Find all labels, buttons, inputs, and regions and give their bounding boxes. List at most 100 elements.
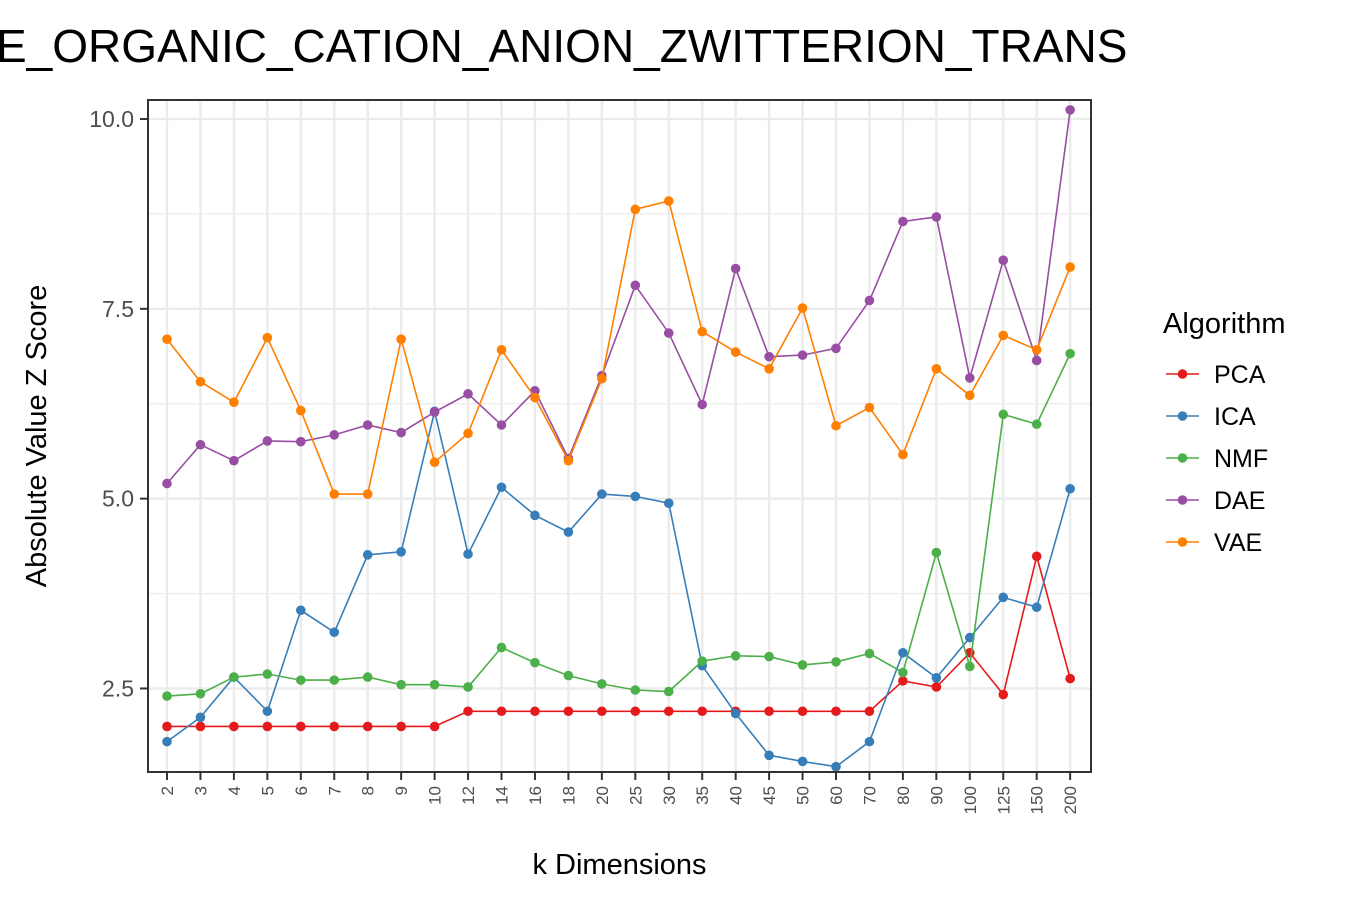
x-tick-label: 45 <box>760 786 779 805</box>
data-point <box>195 376 206 387</box>
data-point <box>530 510 540 521</box>
data-point <box>697 706 707 717</box>
data-point <box>463 706 473 717</box>
data-point <box>162 334 172 344</box>
data-point <box>329 721 340 732</box>
data-point <box>296 436 306 447</box>
data-point <box>864 295 875 306</box>
data-point <box>831 420 841 431</box>
data-point <box>229 455 239 466</box>
data-point <box>864 648 875 659</box>
series-ica <box>162 406 1075 772</box>
data-point <box>496 706 507 717</box>
data-point <box>262 706 273 717</box>
data-point <box>329 430 340 440</box>
legend-title: Algorithm <box>1163 308 1286 340</box>
data-point <box>864 402 875 413</box>
data-point <box>965 390 975 401</box>
data-point <box>463 549 473 559</box>
data-point <box>797 756 808 767</box>
data-point <box>931 682 942 692</box>
x-tick-label: 8 <box>359 786 378 795</box>
data-point <box>229 672 239 682</box>
legend-item-nmf: NMF <box>1166 445 1268 473</box>
data-point <box>663 328 674 338</box>
data-point <box>396 427 406 438</box>
data-point <box>329 627 340 638</box>
legend-label: VAE <box>1214 529 1262 557</box>
x-tick-label: 50 <box>794 786 813 805</box>
series-line <box>166 109 1071 485</box>
data-point <box>362 550 373 560</box>
data-point <box>931 364 942 374</box>
x-tick-label: 25 <box>626 786 645 805</box>
data-point <box>296 605 306 616</box>
data-point <box>296 721 306 732</box>
data-point <box>396 546 406 557</box>
data-point <box>262 669 273 679</box>
data-point <box>162 691 172 701</box>
x-tick-label: 60 <box>827 786 846 805</box>
data-point <box>663 706 674 717</box>
data-point <box>663 196 674 206</box>
legend-key-point <box>1177 369 1188 379</box>
data-point <box>630 204 641 215</box>
series-layer <box>162 105 1075 772</box>
x-tick-label: 7 <box>325 786 344 795</box>
data-point <box>162 478 172 489</box>
x-tick-label: 30 <box>660 786 679 805</box>
data-point <box>530 706 540 717</box>
series-nmf <box>162 348 1075 701</box>
data-point <box>630 491 641 502</box>
legend-item-vae: VAE <box>1166 529 1262 557</box>
data-point <box>898 676 908 686</box>
data-point <box>898 216 908 227</box>
x-tick-label: 12 <box>459 786 478 805</box>
series-dae <box>162 105 1075 489</box>
x-tick-label: 200 <box>1061 786 1080 814</box>
data-point <box>563 527 574 537</box>
data-point <box>597 489 607 499</box>
data-point <box>597 679 607 689</box>
data-point <box>764 706 774 717</box>
x-axis-title: k Dimensions <box>532 849 706 881</box>
x-tick-label: 100 <box>961 786 980 814</box>
x-tick-label: 3 <box>191 786 210 795</box>
data-point <box>463 682 473 692</box>
data-point <box>597 706 607 717</box>
data-point <box>630 706 641 717</box>
x-tick-label: 5 <box>258 786 277 795</box>
grid-lines <box>148 100 1091 772</box>
x-tick-label: 4 <box>225 786 244 795</box>
data-point <box>463 389 473 399</box>
series-line <box>166 353 1071 697</box>
x-tick-label: 16 <box>526 786 545 805</box>
data-point <box>898 667 908 678</box>
data-point <box>898 449 908 460</box>
data-point <box>998 592 1009 603</box>
legend-item-ica: ICA <box>1166 403 1256 431</box>
data-point <box>630 685 641 695</box>
x-tick-label: 80 <box>894 786 913 805</box>
data-point <box>998 330 1009 341</box>
data-point <box>931 212 942 222</box>
data-point <box>998 689 1009 700</box>
x-tick-label: 14 <box>493 786 512 805</box>
data-point <box>1031 602 1042 613</box>
data-point <box>496 482 507 493</box>
legend-label: PCA <box>1214 361 1266 389</box>
data-point <box>597 373 607 384</box>
data-point <box>931 547 942 558</box>
data-point <box>195 439 206 450</box>
x-tick-label: 40 <box>727 786 746 805</box>
legend-item-dae: DAE <box>1166 487 1265 515</box>
legend-label: DAE <box>1214 487 1265 515</box>
data-point <box>530 392 540 403</box>
data-point <box>730 263 741 274</box>
legend: Algorithm PCA ICA NMF DAE VAE <box>1163 308 1286 557</box>
data-point <box>1065 483 1075 494</box>
y-tick-label: 5.0 <box>102 486 134 512</box>
data-point <box>396 334 406 344</box>
x-tick-label: 18 <box>559 786 578 805</box>
data-point <box>563 455 574 466</box>
